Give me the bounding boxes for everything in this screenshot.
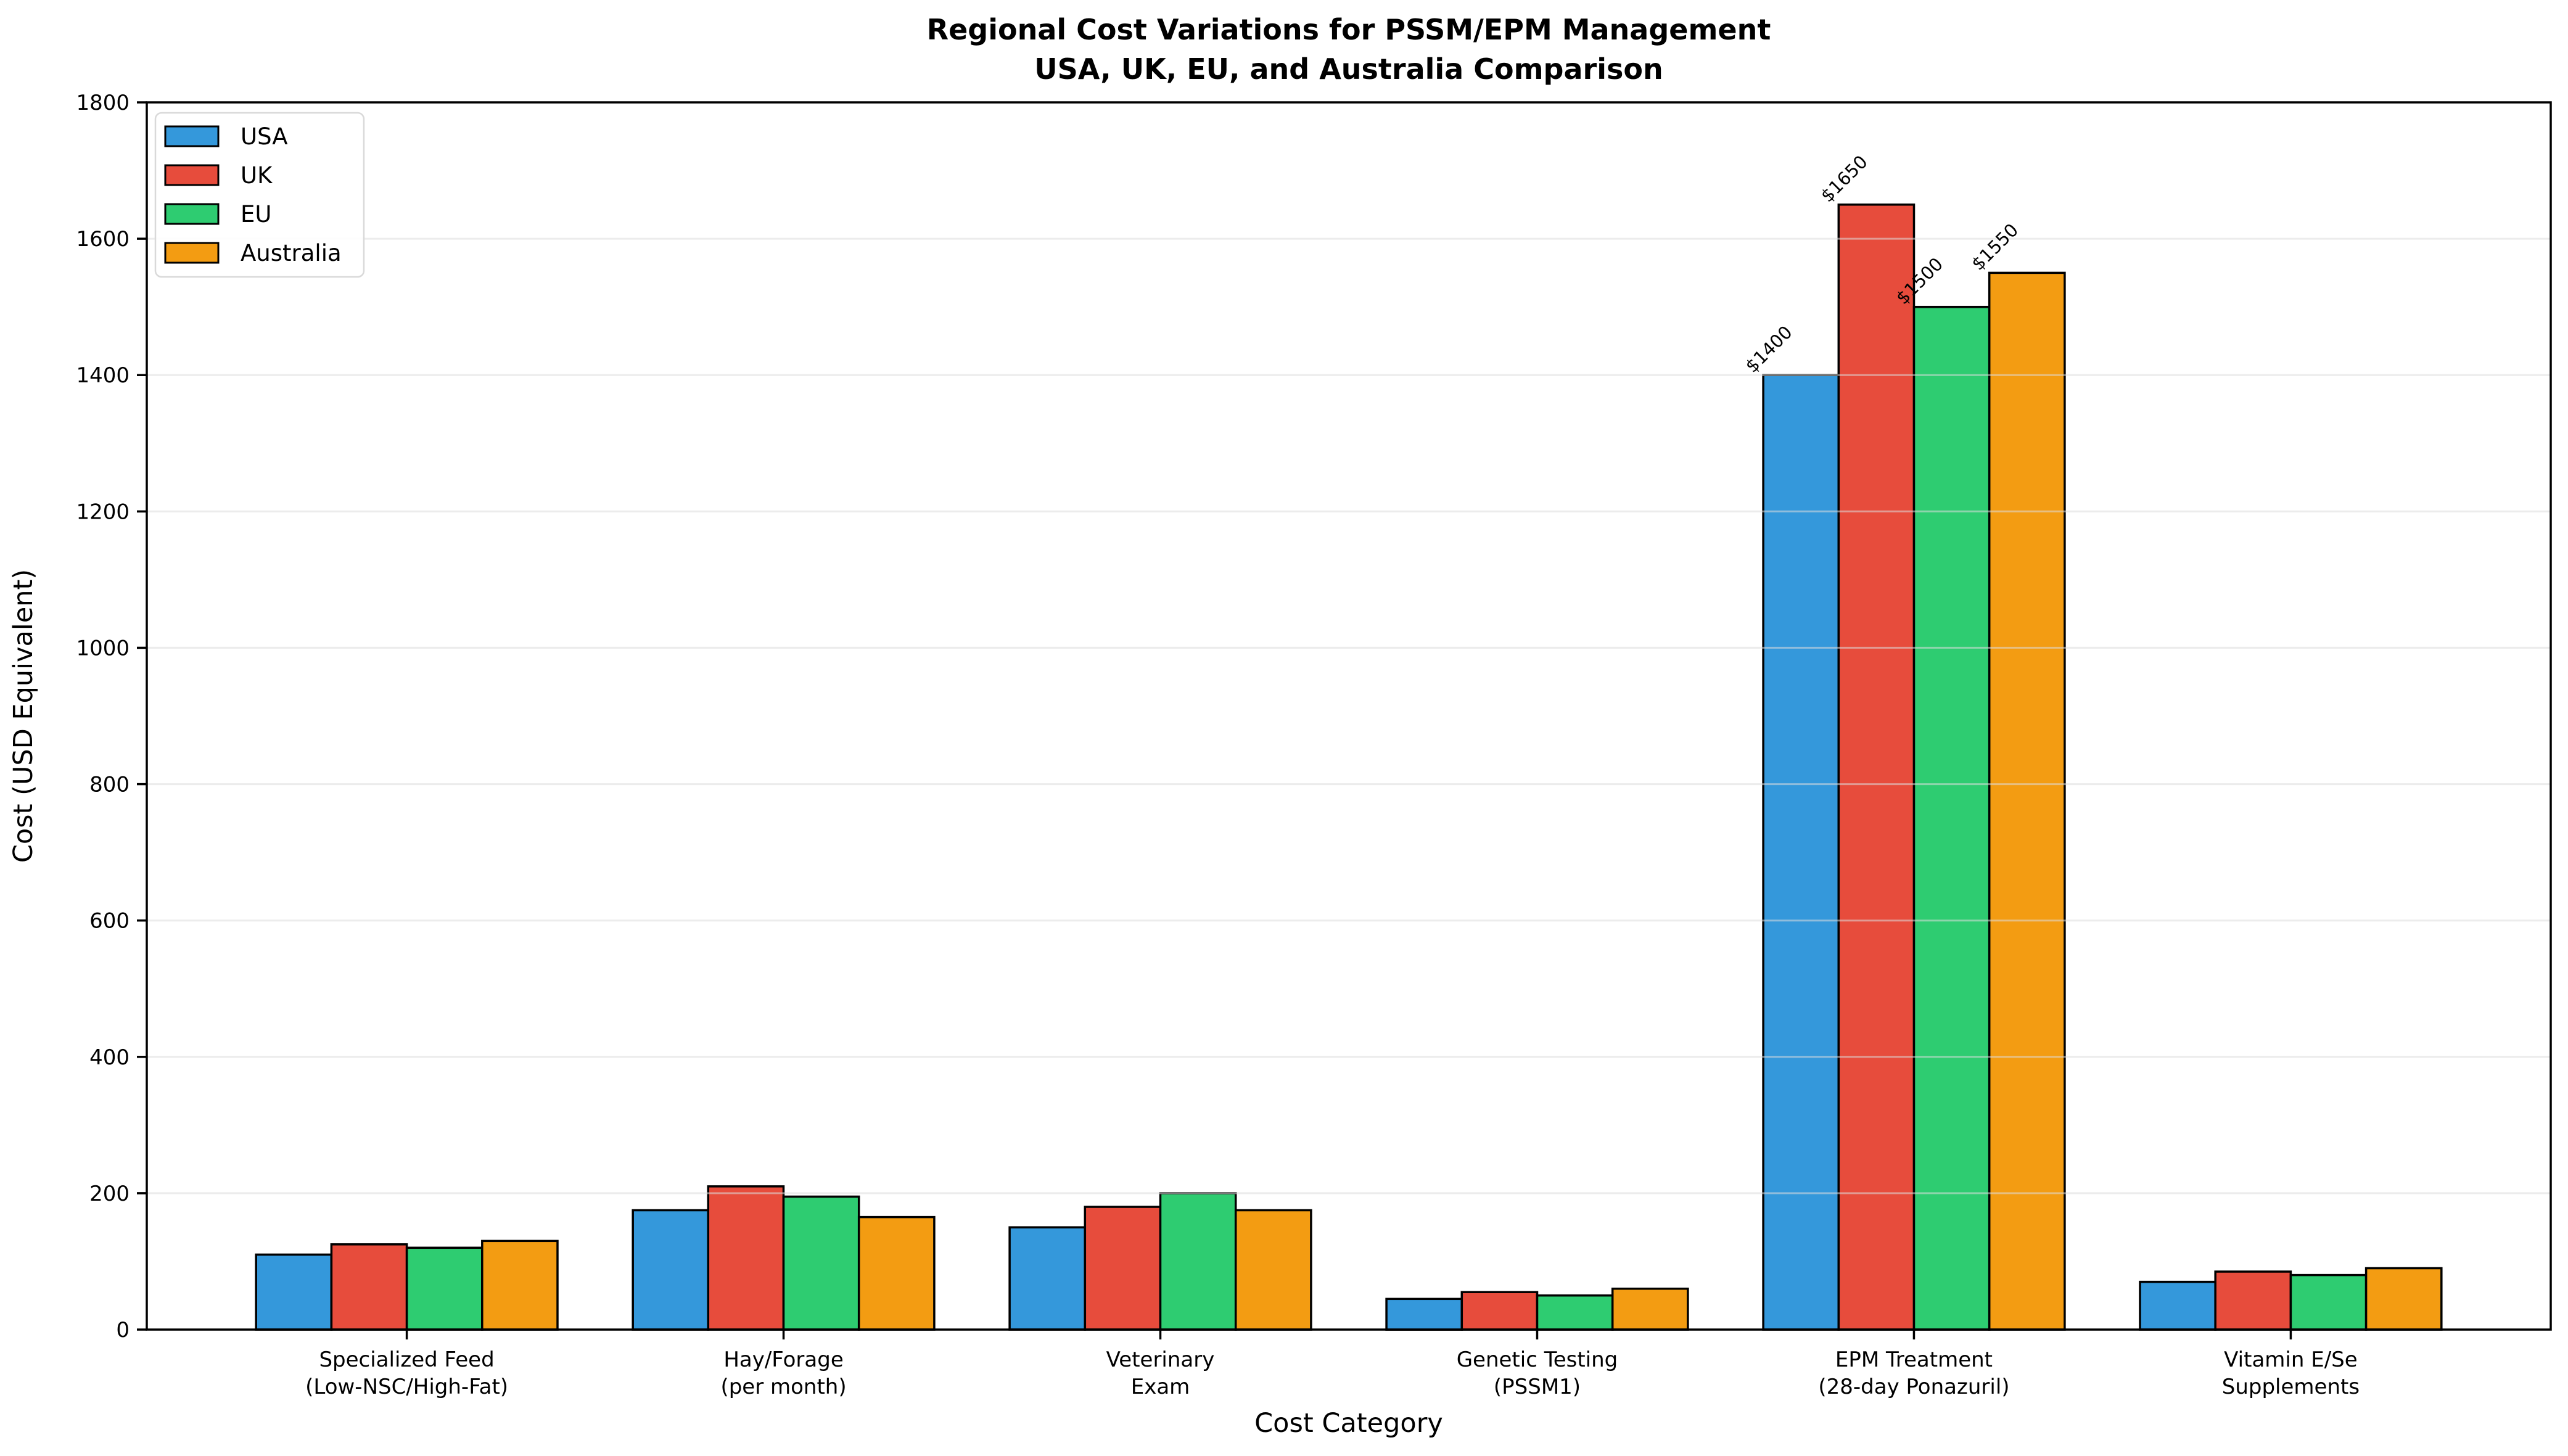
- chart-title: Regional Cost Variations for PSSM/EPM Ma…: [927, 13, 1771, 46]
- bar-value-label-australia: $1550: [1967, 220, 2022, 274]
- bar-eu-category-4: [1912, 305, 1991, 1331]
- bar-uk-category-2: [1084, 1206, 1162, 1331]
- bar-usa-category-4: [1762, 374, 1840, 1331]
- bar-uk-category-3: [1460, 1291, 1539, 1331]
- legend-label-australia: Australia: [241, 240, 342, 266]
- x-tick-label-3: Genetic Testing (PSSM1): [1457, 1347, 1618, 1399]
- legend-box: [154, 112, 365, 278]
- bar-eu-category-2: [1159, 1192, 1237, 1331]
- bar-value-label-usa: $1400: [1741, 322, 1796, 377]
- y-tick-label-800: 800: [89, 773, 130, 797]
- bar-usa-category-1: [632, 1209, 710, 1331]
- y-tick-label-0: 0: [116, 1318, 130, 1343]
- bar-eu-category-0: [405, 1246, 484, 1331]
- legend-swatch-usa: [164, 125, 220, 147]
- legend-swatch-eu: [164, 203, 220, 225]
- y-tick-label-1600: 1600: [76, 227, 130, 252]
- bar-australia-category-2: [1234, 1209, 1312, 1331]
- bar-australia-category-5: [2364, 1267, 2443, 1331]
- plot-area: 0 200 400 600 800 1000 1200 1400 1600 1800 Special…: [76, 91, 2552, 1399]
- bar-australia-category-3: [1611, 1287, 1689, 1331]
- bar-eu-category-5: [2289, 1273, 2368, 1331]
- bar-eu-category-3: [1536, 1294, 1614, 1331]
- legend-swatch-uk: [164, 164, 220, 186]
- x-tick-label-0: Specialized Feed (Low-NSC/High-Fat): [305, 1347, 508, 1399]
- legend-label-eu: EU: [241, 201, 271, 228]
- y-tick-label-1000: 1000: [76, 636, 130, 660]
- bar-usa-category-0: [255, 1253, 333, 1331]
- bar-eu-category-1: [782, 1195, 860, 1331]
- x-tick-label-5: Vitamin E/Se Supplements: [2222, 1347, 2360, 1399]
- bar-usa-category-3: [1385, 1298, 1463, 1331]
- legend-swatch-australia: [164, 242, 220, 264]
- bar-uk-category-0: [330, 1243, 408, 1331]
- y-axis-label: Cost (USD Equivalent): [8, 569, 39, 863]
- bar-australia-category-4: [1988, 271, 2066, 1331]
- y-tick-label-200: 200: [89, 1182, 130, 1206]
- bar-uk-category-5: [2214, 1270, 2292, 1331]
- bar-australia-category-0: [481, 1240, 559, 1331]
- y-tick-label-1400: 1400: [76, 363, 130, 388]
- bar-uk-category-1: [707, 1185, 785, 1331]
- chart-subtitle: USA, UK, EU, and Australia Comparison: [1034, 52, 1663, 86]
- y-tick-label-600: 600: [89, 909, 130, 934]
- bar-usa-category-2: [1008, 1226, 1087, 1331]
- y-tick-label-400: 400: [89, 1045, 130, 1070]
- x-tick-label-2: Veterinary Exam: [1106, 1347, 1215, 1399]
- x-tick-label-1: Hay/Forage (per month): [720, 1347, 846, 1399]
- y-tick-label-1800: 1800: [76, 91, 130, 115]
- legend-label-uk: UK: [241, 162, 273, 189]
- y-tick-label-1200: 1200: [76, 500, 130, 524]
- bar-uk-category-4: [1837, 204, 1916, 1331]
- bar-usa-category-5: [2139, 1280, 2216, 1331]
- bar-australia-category-1: [857, 1215, 936, 1331]
- plot-spines: [146, 101, 2552, 1331]
- bar-value-label-uk: $1650: [1817, 151, 1872, 206]
- legend-label-usa: USA: [241, 123, 288, 150]
- x-tick-label-4: EPM Treatment (28-day Ponazuril): [1818, 1347, 2009, 1399]
- x-axis-label: Cost Category: [1254, 1408, 1443, 1439]
